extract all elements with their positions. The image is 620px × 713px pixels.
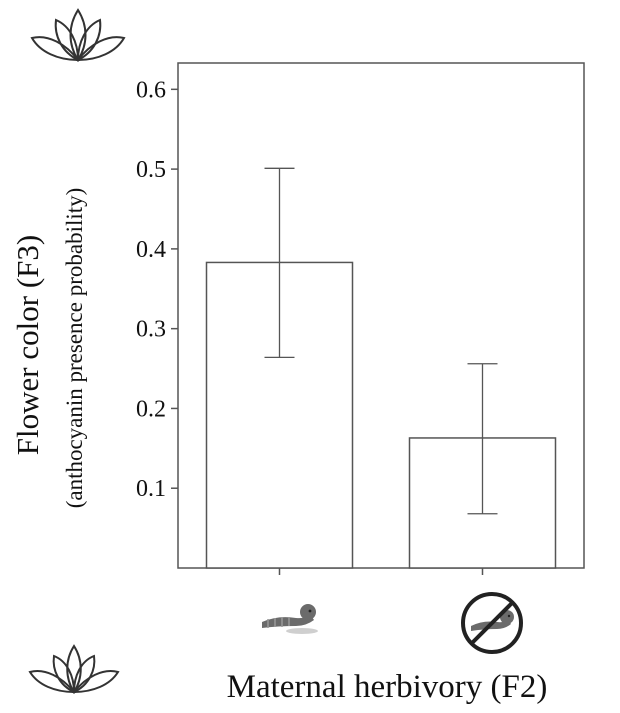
y-tick-label: 0.4	[136, 237, 166, 263]
x-axis-title: Maternal herbivory (F2)	[227, 669, 548, 705]
y-axis: 0.1 0.2 0.3 0.4 0.5 0.6	[136, 77, 178, 502]
error-bar-2	[467, 363, 498, 515]
y-axis-subtitle: (anthocyanin presence probability)	[62, 188, 87, 509]
y-tick-label: 0.6	[136, 77, 166, 103]
bars	[205, 167, 557, 575]
y-axis-title: Flower color (F3)	[10, 235, 45, 455]
lotus-flower-icon	[30, 8, 126, 62]
no-caterpillar-icon	[461, 592, 523, 654]
y-tick-label: 0.5	[136, 157, 166, 183]
y-tick-label: 0.1	[136, 476, 166, 502]
y-tick-label: 0.2	[136, 396, 166, 422]
plot-frame	[177, 62, 585, 569]
y-tick-label: 0.3	[136, 317, 166, 343]
error-bar-1	[264, 167, 295, 359]
lotus-flower-icon	[28, 644, 120, 694]
caterpillar-icon	[262, 604, 318, 634]
